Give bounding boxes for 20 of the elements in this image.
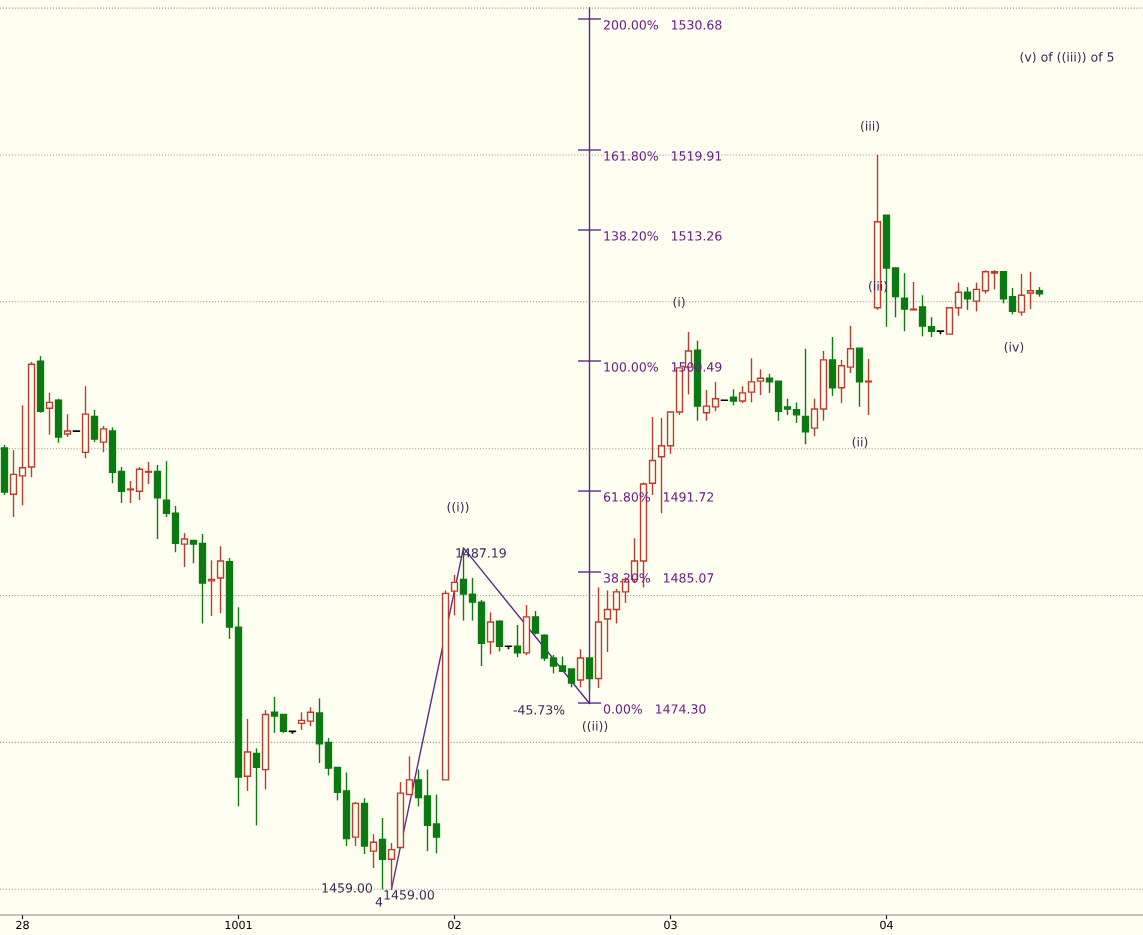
text: (iii) xyxy=(861,120,880,133)
annotation: ((i)) xyxy=(447,501,469,514)
text: 4 xyxy=(375,897,383,907)
text: 200.00% 1530.68 xyxy=(603,20,722,30)
annotation: 138.20% 1513.26 xyxy=(604,231,722,241)
annotation: ((ii)) xyxy=(582,720,608,733)
text: 1459.00 xyxy=(384,890,434,900)
annotation: (ii) xyxy=(852,436,868,449)
x-tick-label: 28 xyxy=(16,920,29,930)
annotation: -45.73% xyxy=(513,705,565,715)
text: (v) of ((iii)) of 5 xyxy=(1020,51,1114,64)
x-tick-label: 1001 xyxy=(225,920,252,930)
annotation: 0.00% 1474.30 xyxy=(603,704,706,714)
annotation: 161.80% 1519.91 xyxy=(604,151,722,161)
annotation: (i) xyxy=(673,296,685,309)
annotation: 1459.00 xyxy=(322,883,373,893)
x-tick-label: 03 xyxy=(664,920,677,930)
annotation: (iv) xyxy=(1004,341,1024,354)
x-tick-label: 02 xyxy=(448,920,461,930)
x-tick-label: 04 xyxy=(880,920,893,930)
